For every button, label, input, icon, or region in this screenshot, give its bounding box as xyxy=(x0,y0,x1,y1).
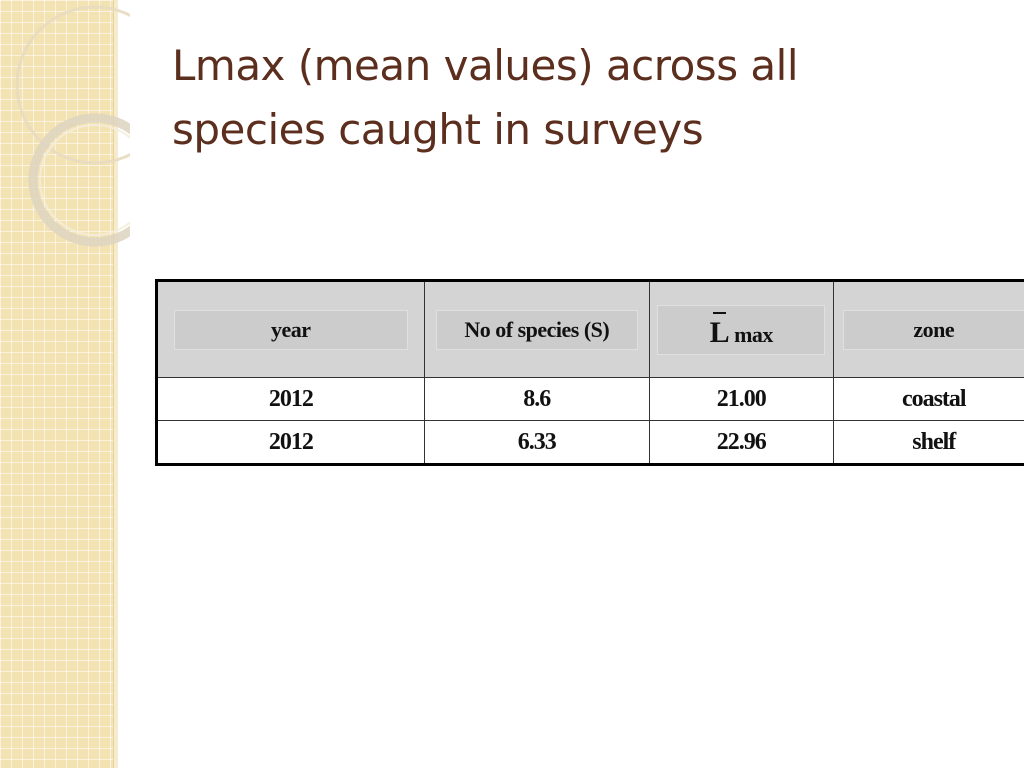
ring-small-inner xyxy=(39,124,130,236)
cell-year: 2012 xyxy=(156,420,425,465)
title-line-1: Lmax (mean values) across all xyxy=(172,41,799,90)
slide-title: Lmax (mean values) across all species ca… xyxy=(172,34,972,162)
cell-lmax: 21.00 xyxy=(648,377,834,421)
cell-year: 2012 xyxy=(156,377,425,421)
table-row: 2012 6.33 22.96 shelf xyxy=(156,420,1024,465)
lmax-bar-symbol: L xyxy=(710,311,730,348)
cell-species: 6.33 xyxy=(423,420,650,465)
strip-edge xyxy=(114,0,118,768)
decorative-rings xyxy=(15,5,130,247)
header-zone: zone xyxy=(832,280,1024,378)
cell-species: 8.6 xyxy=(423,377,650,421)
ring-large xyxy=(15,5,130,165)
header-lmax-label: L max xyxy=(658,305,825,354)
cell-lmax: 22.96 xyxy=(648,420,834,465)
title-line-2: species caught in surveys xyxy=(172,105,704,154)
header-species: No of species (S) xyxy=(423,280,650,378)
cell-zone: coastal xyxy=(832,377,1024,421)
header-lmax: L max xyxy=(648,280,834,378)
header-zone-label: zone xyxy=(843,310,1024,349)
lmax-table: year No of species (S) L max zone 2012 xyxy=(155,279,1024,466)
header-year: year xyxy=(156,280,425,378)
header-species-label: No of species (S) xyxy=(437,310,637,349)
header-year-label: year xyxy=(174,310,408,349)
lmax-suffix: max xyxy=(734,321,773,347)
table-header-row: year No of species (S) L max zone xyxy=(156,280,1024,378)
table-row: 2012 8.6 21.00 coastal xyxy=(156,377,1024,421)
ring-small xyxy=(28,113,130,247)
cell-zone: shelf xyxy=(832,420,1024,465)
data-table-container: year No of species (S) L max zone 2012 xyxy=(155,279,1024,466)
